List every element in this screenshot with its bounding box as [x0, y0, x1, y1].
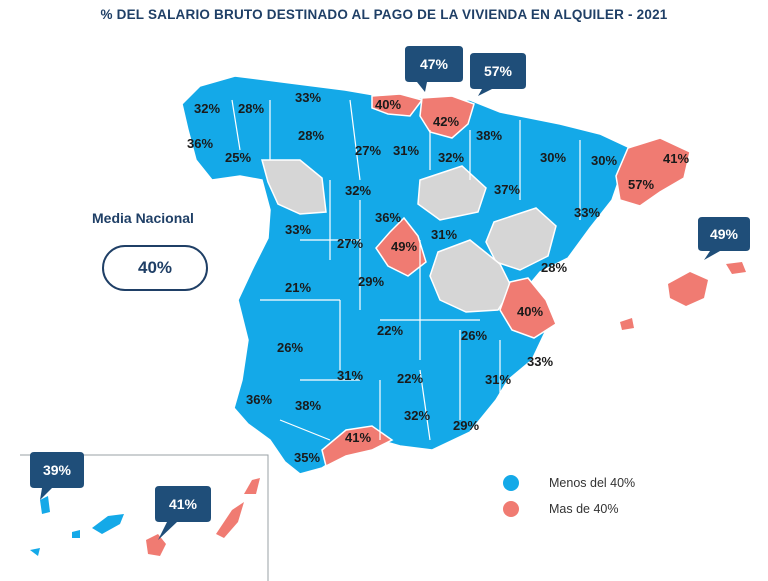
callout-bubble	[470, 53, 526, 96]
canarias-fuerteventura	[216, 502, 244, 538]
legend-above-dot	[503, 501, 519, 517]
region-madrid	[375, 216, 427, 277]
province-label: 30%	[591, 153, 617, 168]
callout-label: 49%	[710, 226, 739, 242]
province-label: 22%	[397, 371, 423, 386]
legend-below-dot	[503, 475, 519, 491]
province-label: 32%	[404, 408, 430, 423]
nodata-soria	[417, 165, 487, 221]
province-label: 26%	[461, 328, 487, 343]
region-pais-vasco	[419, 95, 475, 139]
region-cantabria	[371, 93, 424, 117]
canarias-lanzarote	[244, 478, 260, 494]
province-label: 30%	[540, 150, 566, 165]
province-label: 42%	[433, 114, 459, 129]
province-label: 37%	[494, 182, 520, 197]
legend-above: Mas de 40%	[503, 501, 618, 517]
province-label: 38%	[476, 128, 502, 143]
callout: 57%	[470, 53, 526, 96]
province-label: 36%	[187, 136, 213, 151]
baleares-ibiza	[620, 318, 634, 330]
province-label: 36%	[246, 392, 272, 407]
canarias-hierro	[30, 548, 40, 556]
province-label: 31%	[431, 227, 457, 242]
province-label: 28%	[238, 101, 264, 116]
callout: 47%	[405, 46, 463, 92]
canarias-palma	[40, 496, 50, 514]
province-label: 32%	[194, 101, 220, 116]
region-malaga	[321, 425, 394, 468]
province-label: 49%	[391, 239, 417, 254]
province-label: 25%	[225, 150, 251, 165]
region-valencia	[499, 277, 557, 339]
nodata-cuenca	[429, 239, 513, 313]
province-label: 27%	[355, 143, 381, 158]
province-label: 41%	[345, 430, 371, 445]
callout-bubble	[30, 452, 84, 500]
canarias-tenerife	[92, 514, 124, 534]
province-label: 57%	[628, 177, 654, 192]
callout: 41%	[155, 486, 211, 540]
callout-label: 47%	[420, 56, 449, 72]
canarias-gran-canaria	[146, 534, 166, 556]
province-label: 33%	[285, 222, 311, 237]
nodata-zamora	[261, 159, 327, 215]
legend-above-label: Mas de 40%	[549, 502, 619, 516]
province-label: 41%	[663, 151, 689, 166]
callout-bubble	[155, 486, 211, 540]
province-label: 40%	[375, 97, 401, 112]
region-cataluna-east	[615, 137, 691, 207]
baleares-mallorca	[668, 272, 708, 306]
province-label: 33%	[574, 205, 600, 220]
legend-below-label: Menos del 40%	[549, 476, 636, 490]
province-label: 36%	[375, 210, 401, 225]
province-label: 33%	[527, 354, 553, 369]
province-label: 32%	[345, 183, 371, 198]
province-borders	[231, 99, 581, 441]
nodata-teruel	[485, 207, 557, 271]
callout-bubble	[698, 217, 750, 260]
callout-label: 41%	[169, 496, 198, 512]
callout-label: 39%	[43, 462, 72, 478]
legend-below: Menos del 40%	[503, 475, 635, 491]
province-label: 40%	[517, 304, 543, 319]
callout: 39%	[30, 452, 84, 500]
callout: 49%	[698, 217, 750, 260]
province-label: 31%	[393, 143, 419, 158]
callout-bubble	[405, 46, 463, 92]
province-label: 33%	[295, 90, 321, 105]
media-nacional-value: 40%	[102, 245, 208, 291]
canarias-gomera	[72, 530, 80, 538]
media-nacional-label: Media Nacional	[92, 210, 194, 226]
province-label: 27%	[337, 236, 363, 251]
province-label: 29%	[453, 418, 479, 433]
province-label: 28%	[298, 128, 324, 143]
province-label: 35%	[294, 450, 320, 465]
province-label: 31%	[337, 368, 363, 383]
callout-label: 57%	[484, 63, 513, 79]
province-label: 26%	[277, 340, 303, 355]
map-title: % DEL SALARIO BRUTO DESTINADO AL PAGO DE…	[100, 7, 668, 22]
canarias-frame	[20, 454, 269, 581]
province-label: 31%	[485, 372, 511, 387]
province-label: 32%	[438, 150, 464, 165]
baleares-menorca	[726, 262, 746, 274]
province-label: 28%	[541, 260, 567, 275]
province-label: 22%	[377, 323, 403, 338]
province-label: 21%	[285, 280, 311, 295]
province-label: 29%	[358, 274, 384, 289]
province-label: 38%	[295, 398, 321, 413]
